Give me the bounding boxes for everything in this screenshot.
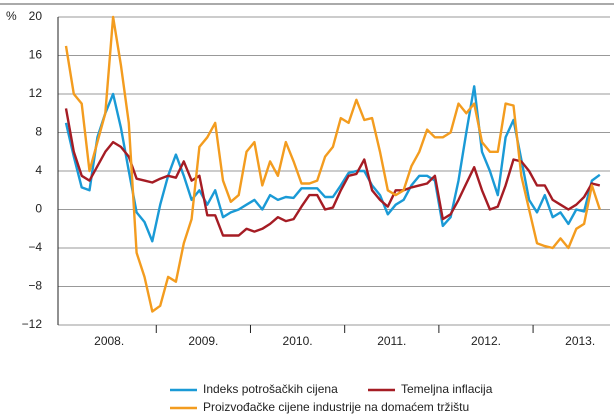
x-tick-label: 2009. (188, 334, 218, 348)
y-tick-label: 20 (29, 9, 43, 23)
series-line (64, 85, 601, 243)
y-tick-label: 4 (35, 163, 42, 177)
x-tick-label: 2008. (94, 334, 124, 348)
y-tick-label: −12 (22, 317, 43, 331)
series-line (64, 108, 601, 237)
y-tick-label: 8 (35, 125, 42, 139)
legend-label: Indeks potrošačkih cijena (203, 382, 338, 396)
y-tick-label: 0 (35, 202, 42, 216)
y-tick-label: 12 (29, 86, 43, 100)
y-unit: % (6, 9, 17, 23)
x-tick-label: 2011. (377, 334, 406, 348)
legend-label: Proizvođačke cijene industrije na domaće… (203, 400, 469, 414)
x-tick-label: 2012. (471, 334, 501, 348)
y-tick-label: 16 (29, 48, 43, 62)
y-tick-label: −4 (28, 240, 42, 254)
series-line (64, 15, 601, 313)
x-tick-label: 2013. (565, 334, 595, 348)
legend-label: Temeljna inflacija (401, 382, 493, 396)
x-tick-label: 2010. (283, 334, 313, 348)
y-tick-label: −8 (28, 279, 42, 293)
